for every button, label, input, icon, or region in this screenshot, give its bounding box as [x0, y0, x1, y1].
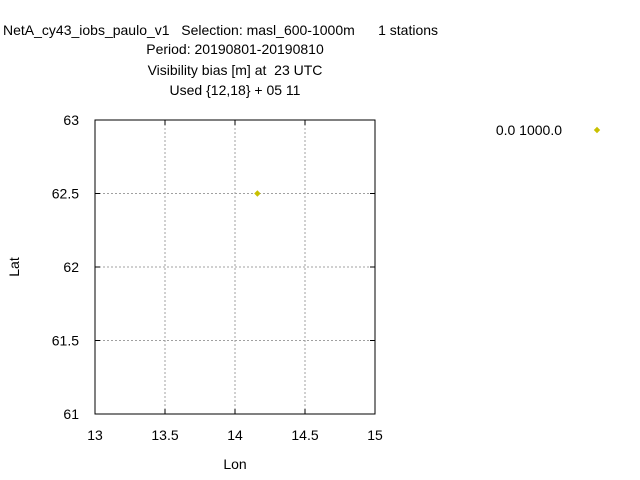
x-axis-label: Lon — [223, 456, 246, 472]
x-tick-label: 14 — [227, 427, 243, 443]
legend-label: 0.0 1000.0 — [496, 122, 562, 138]
x-tick-label: 13 — [87, 427, 103, 443]
header-line-2: Period: 20190801-20190810 — [146, 41, 324, 57]
y-tick-label: 62 — [63, 259, 79, 275]
x-tick-label: 14.5 — [291, 427, 318, 443]
y-tick-label: 61.5 — [52, 333, 79, 349]
header-line-1: NetA_cy43_iobs_paulo_v1 Selection: masl_… — [3, 22, 439, 38]
y-tick-label: 62.5 — [52, 186, 79, 202]
y-axis-label: Lat — [6, 257, 22, 277]
y-tick-label: 61 — [63, 406, 79, 422]
legend-marker — [593, 126, 601, 134]
tick-layer: 13 13.5 14 14.5 15 61 61.5 62 62.5 63 — [52, 112, 383, 443]
x-tick-label: 13.5 — [151, 427, 178, 443]
grid-layer — [95, 120, 375, 414]
header-line-3: Visibility bias [m] at 23 UTC — [147, 62, 323, 78]
data-point — [254, 190, 261, 197]
y-tick-label: 63 — [63, 112, 79, 128]
header-line-4: Used {12,18} + 05 11 — [169, 82, 301, 98]
x-tick-label: 15 — [367, 427, 383, 443]
legend: 0.0 1000.0 — [496, 122, 601, 138]
point-layer — [254, 190, 261, 197]
